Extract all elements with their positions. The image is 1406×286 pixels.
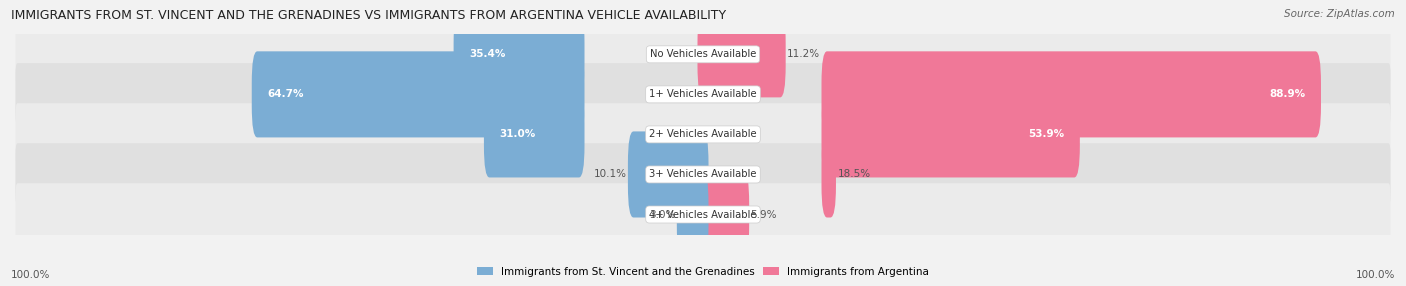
Text: 35.4%: 35.4% xyxy=(470,49,506,59)
Text: 31.0%: 31.0% xyxy=(499,130,536,139)
Text: 88.9%: 88.9% xyxy=(1270,90,1305,99)
FancyBboxPatch shape xyxy=(821,91,1080,177)
FancyBboxPatch shape xyxy=(454,11,585,97)
Text: 1+ Vehicles Available: 1+ Vehicles Available xyxy=(650,90,756,99)
Text: 2+ Vehicles Available: 2+ Vehicles Available xyxy=(650,130,756,139)
Text: 10.1%: 10.1% xyxy=(593,170,627,179)
Text: 18.5%: 18.5% xyxy=(838,170,870,179)
Text: 4+ Vehicles Available: 4+ Vehicles Available xyxy=(650,210,756,219)
FancyBboxPatch shape xyxy=(821,51,1322,138)
Text: 100.0%: 100.0% xyxy=(1355,270,1395,280)
FancyBboxPatch shape xyxy=(676,171,709,257)
Text: 64.7%: 64.7% xyxy=(267,90,304,99)
Text: 53.9%: 53.9% xyxy=(1028,130,1064,139)
FancyBboxPatch shape xyxy=(821,131,837,217)
FancyBboxPatch shape xyxy=(15,63,1391,126)
FancyBboxPatch shape xyxy=(628,131,709,217)
Text: 5.9%: 5.9% xyxy=(751,210,778,219)
Text: Source: ZipAtlas.com: Source: ZipAtlas.com xyxy=(1284,9,1395,19)
FancyBboxPatch shape xyxy=(252,51,585,138)
FancyBboxPatch shape xyxy=(15,143,1391,206)
FancyBboxPatch shape xyxy=(15,23,1391,86)
Legend: Immigrants from St. Vincent and the Grenadines, Immigrants from Argentina: Immigrants from St. Vincent and the Gren… xyxy=(472,263,934,281)
FancyBboxPatch shape xyxy=(484,91,585,177)
FancyBboxPatch shape xyxy=(697,11,786,97)
Text: No Vehicles Available: No Vehicles Available xyxy=(650,49,756,59)
Text: 100.0%: 100.0% xyxy=(11,270,51,280)
FancyBboxPatch shape xyxy=(697,171,749,257)
FancyBboxPatch shape xyxy=(15,103,1391,166)
Text: 3.0%: 3.0% xyxy=(650,210,675,219)
Text: IMMIGRANTS FROM ST. VINCENT AND THE GRENADINES VS IMMIGRANTS FROM ARGENTINA VEHI: IMMIGRANTS FROM ST. VINCENT AND THE GREN… xyxy=(11,9,727,21)
FancyBboxPatch shape xyxy=(15,183,1391,246)
Text: 3+ Vehicles Available: 3+ Vehicles Available xyxy=(650,170,756,179)
Text: 11.2%: 11.2% xyxy=(787,49,820,59)
